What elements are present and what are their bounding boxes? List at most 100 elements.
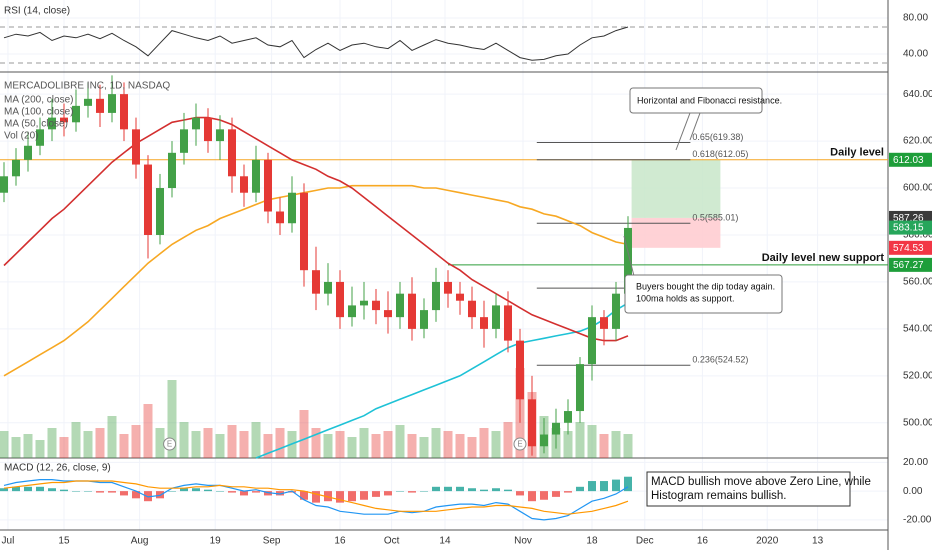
x-tick-label: Dec (636, 536, 654, 547)
y-tick-label: 620.00 (903, 136, 932, 147)
volume-bar (623, 434, 633, 458)
candle-body (155, 188, 164, 235)
volume-bar (23, 434, 33, 458)
volume-bar (419, 437, 429, 458)
earnings-marker (163, 437, 177, 451)
pane-title: MACD (12, 26, close, 9) (4, 463, 111, 474)
candle-body (443, 281, 452, 294)
candle-body (455, 293, 464, 301)
candle-body (563, 411, 572, 423)
volume-bar (263, 434, 273, 458)
annotation: Horizontal and Fibonacci resistance. (637, 95, 782, 105)
histogram-bar (431, 486, 440, 492)
candle-body (227, 129, 236, 177)
histogram-bar (83, 491, 92, 492)
volume-bar (467, 437, 477, 458)
callout-pointer (623, 235, 635, 277)
candle-body (611, 293, 620, 329)
y-tick-label: 80.00 (903, 13, 928, 24)
volume-bar (371, 434, 381, 458)
candle-body (59, 117, 68, 123)
candle-body (11, 159, 20, 177)
histogram-bar (131, 491, 140, 499)
candle-body (467, 300, 476, 318)
histogram-bar (491, 488, 500, 492)
volume-bar (599, 434, 609, 458)
x-tick-label: Aug (131, 536, 149, 547)
earnings-label: E (517, 440, 522, 449)
histogram-bar (323, 491, 332, 502)
x-tick-label: 16 (334, 536, 346, 547)
price-tag-label: 574.53 (893, 243, 924, 254)
histogram-bar (95, 491, 104, 493)
histogram-bar (563, 491, 572, 493)
price-tag-label: 587.26 (893, 213, 924, 224)
annotation: Buyers bought the dip today again. (636, 281, 775, 291)
legend-entry: MA (100, close) (4, 107, 73, 118)
volume-bar (407, 434, 417, 458)
histogram-bar (167, 491, 176, 492)
histogram-bar (515, 491, 524, 496)
volume-bar (443, 431, 453, 458)
volume-bar (215, 434, 225, 458)
x-tick-label: 2020 (756, 536, 779, 547)
callout-box (646, 471, 851, 507)
y-tick-label: 40.00 (903, 49, 928, 60)
y-tick-label: 20.00 (903, 457, 928, 468)
pane-title: RSI (14, close) (4, 6, 70, 17)
histogram-bar (503, 489, 512, 492)
candle-body (179, 129, 188, 153)
x-tick-label: 15 (58, 536, 70, 547)
price-tag (889, 152, 932, 167)
price-tag-label: 567.27 (893, 260, 924, 271)
histogram-bar (59, 489, 68, 492)
volume-bar (431, 428, 441, 458)
volume-bar (59, 437, 69, 458)
volume-bar (587, 425, 597, 458)
histogram-bar (407, 491, 416, 493)
candle-body (479, 317, 488, 329)
price-tag-label: 612.03 (893, 155, 924, 166)
histogram-bar (11, 486, 20, 492)
candle-body (119, 94, 128, 130)
volume-bar (35, 440, 45, 458)
histogram-bar (575, 486, 584, 492)
x-tick-label: Oct (384, 536, 400, 547)
histogram-bar (287, 491, 296, 493)
y-tick-label: -20.00 (903, 515, 932, 526)
candle-body (419, 310, 428, 329)
callout-box (624, 274, 783, 314)
rsi-line (3, 26, 629, 61)
x-tick-label: 16 (697, 536, 709, 547)
volume-bar (47, 428, 57, 458)
candle-body (527, 399, 536, 447)
candle-body (275, 211, 284, 224)
candle-body (551, 422, 560, 435)
histogram-bar (203, 489, 212, 492)
price-tag (889, 257, 932, 272)
candle-body (287, 192, 296, 224)
candle-body (371, 300, 380, 311)
histogram-bar (227, 491, 236, 493)
volume-bar (299, 410, 309, 458)
candle-body (587, 317, 596, 365)
volume-bar (0, 431, 9, 458)
candle-body (599, 317, 608, 329)
volume-bar (167, 380, 177, 458)
volume-bar (71, 422, 81, 458)
histogram-bar (599, 481, 608, 492)
volume-bar (575, 422, 585, 458)
x-tick-label: 14 (439, 536, 451, 547)
volume-bar (239, 431, 249, 458)
candle-body (83, 98, 92, 106)
volume-bar (395, 425, 405, 458)
fib-label: 0.618(612.05) (692, 149, 748, 159)
volume-bar (359, 428, 369, 458)
signal-line (3, 480, 629, 515)
histogram-bar (179, 488, 188, 492)
histogram-bar (443, 486, 452, 492)
volume-bar (323, 434, 333, 458)
volume-bar (179, 422, 189, 458)
histogram-bar (0, 488, 8, 492)
